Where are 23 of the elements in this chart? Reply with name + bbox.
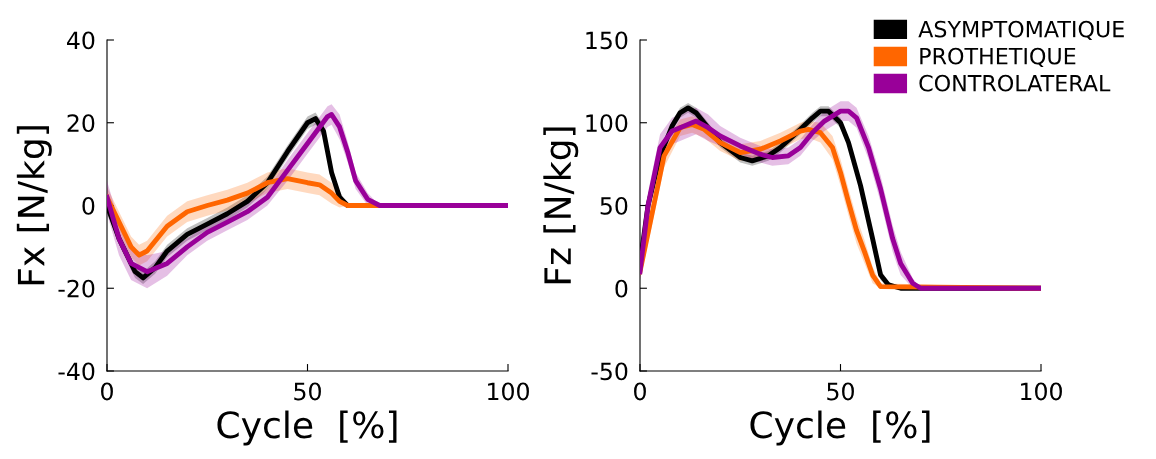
legend-label: CONTROLATERAL (919, 74, 1111, 92)
y-tick-label: 150 (586, 31, 628, 50)
y-tick-label: -40 (58, 362, 95, 381)
x-tick-label: 50 (294, 382, 321, 401)
y-tick-label: -50 (591, 362, 628, 381)
y-tick-label: 0 (615, 279, 628, 298)
y-tick-label: 0 (82, 196, 95, 215)
x-axis-title: Cycle [%] (750, 410, 930, 446)
y-tick-label: 50 (600, 196, 628, 215)
legend-label: PROTHETIQUE (920, 47, 1076, 68)
x-tick-label: 50 (827, 382, 854, 401)
y-axis-title: Fz [N/kg] (543, 127, 579, 284)
legend-label: ASYMPTOMATIQUE (918, 20, 1124, 41)
y-tick-label: -20 (58, 279, 95, 298)
y-tick-label: 40 (67, 31, 95, 50)
y-axis-title: Fx [N/kg] (16, 126, 52, 285)
x-tick-label: 0 (634, 382, 646, 401)
x-axis-title: Cycle [%] (217, 410, 397, 446)
y-tick-label: 100 (586, 114, 628, 133)
x-tick-label: 100 (488, 382, 529, 401)
x-tick-label: 100 (1021, 382, 1062, 401)
y-tick-label: 20 (67, 114, 95, 133)
x-tick-label: 0 (101, 382, 113, 401)
